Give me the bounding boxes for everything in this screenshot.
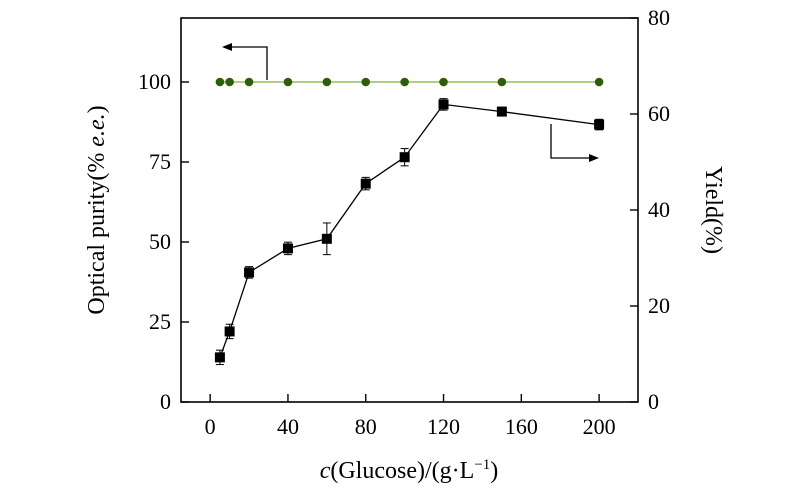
optical-purity-point	[215, 77, 225, 87]
left-axis-tick-label: 0	[160, 389, 171, 414]
yield-point	[594, 119, 605, 130]
yield-point	[321, 233, 332, 244]
plot-frame	[180, 17, 639, 403]
right-axis-arrowhead	[589, 154, 599, 162]
yield-point	[214, 352, 225, 363]
left-axis-arrow	[228, 46, 268, 80]
yield-point	[399, 152, 410, 163]
left-axis-tick-label: 100	[138, 69, 171, 94]
series-layer	[214, 77, 605, 366]
left-axis-title: Optical purity(% e.e.)	[84, 105, 110, 314]
left-axis-tick-label: 50	[149, 229, 171, 254]
left-axis-tick-label: 75	[149, 149, 171, 174]
right-axis-title: Yield(%)	[700, 166, 726, 254]
right-axis-tick-label: 60	[648, 101, 670, 126]
left-axis-tick-label: 25	[149, 309, 171, 334]
left-axis: 0 25 50 75 100	[138, 69, 189, 414]
left-axis-title-text: Optical purity(%	[84, 147, 110, 315]
right-axis-tick-label: 40	[648, 197, 670, 222]
optical-purity-point	[361, 77, 371, 87]
optical-purity-point	[400, 77, 409, 87]
right-axis: 0 20 40 60 80	[630, 5, 670, 414]
optical-purity-point	[322, 77, 332, 87]
x-axis-tick-label: 200	[583, 414, 616, 439]
optical-purity-point	[283, 77, 293, 87]
yield-point	[496, 106, 507, 117]
x-axis-tick-label: 40	[277, 414, 299, 439]
x-axis-tick-label: 0	[205, 414, 216, 439]
x-axis-tick-label: 160	[505, 414, 538, 439]
x-axis: 0 40 80 120 160 200	[205, 394, 616, 439]
left-axis-arrowhead	[222, 43, 232, 51]
x-axis-title-italic: c	[320, 458, 331, 484]
left-axis-title-italic: e.e.	[84, 113, 110, 146]
x-axis-title: c(Glucose)/(g·L−1)	[320, 457, 499, 484]
right-axis-tick-label: 0	[648, 389, 659, 414]
annotation-arrows	[222, 43, 599, 162]
x-axis-title-close: )	[490, 458, 498, 484]
optical-purity-point	[594, 77, 604, 87]
left-axis-title-close: )	[84, 105, 110, 113]
right-axis-arrow	[550, 124, 593, 159]
x-axis-tick-label: 80	[355, 414, 377, 439]
right-axis-tick-label: 20	[648, 293, 670, 318]
x-axis-tick-label: 120	[427, 414, 460, 439]
optical-purity-point	[497, 77, 507, 87]
right-axis-tick-label: 80	[648, 5, 670, 30]
optical-purity-point	[439, 77, 448, 87]
x-axis-title-text: (Glucose)/(g·L	[330, 458, 474, 484]
yield-point	[224, 326, 235, 337]
optical-purity-point	[225, 77, 234, 87]
yield-point	[360, 178, 371, 189]
yield-point	[244, 267, 255, 278]
yield-series-line	[219, 103, 600, 358]
yield-point	[282, 243, 293, 254]
x-axis-title-superscript: −1	[474, 457, 490, 473]
optical-purity-point	[244, 77, 254, 87]
yield-point	[438, 99, 449, 110]
